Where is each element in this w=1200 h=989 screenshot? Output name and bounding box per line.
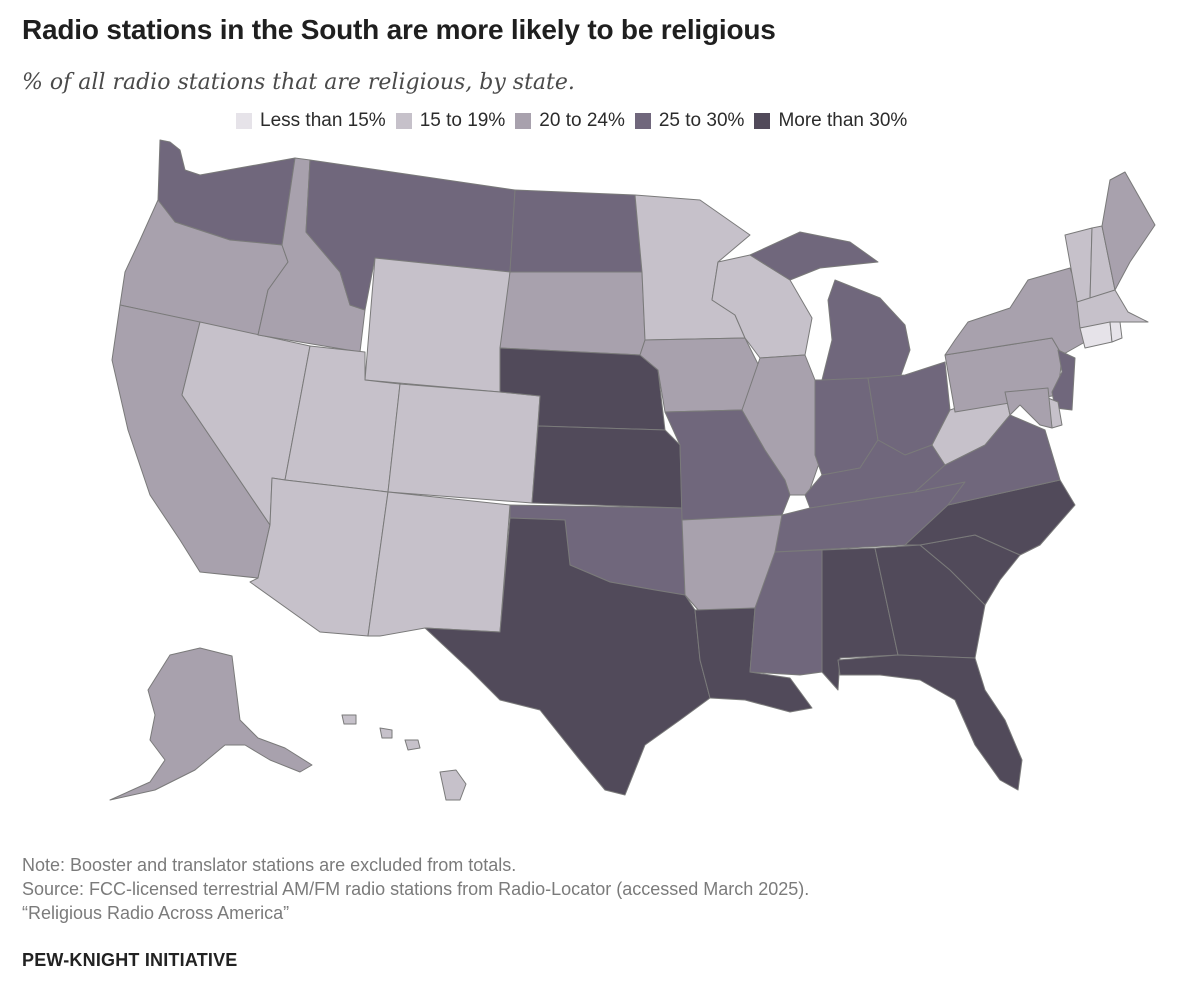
state-maryland[interactable] — [1004, 387, 1053, 429]
brand-logo: PEW-KNIGHT INITIATIVE — [22, 950, 238, 970]
us-map — [109, 139, 1156, 801]
legend-item-20-to-24: 20 to 24% — [515, 110, 625, 132]
state-rhode-island[interactable] — [1109, 321, 1123, 343]
legend-swatch — [395, 113, 412, 129]
source-text: Source: FCC-licensed terrestrial AM/FM r… — [22, 879, 810, 899]
legend-item-15-to-19: 15 to 19% — [395, 110, 506, 132]
legend-label: More than 30% — [778, 110, 908, 131]
state-alaska[interactable] — [109, 647, 313, 801]
state-new-mexico[interactable] — [367, 491, 511, 637]
state-kansas[interactable] — [531, 425, 683, 509]
state-wyoming[interactable] — [364, 257, 511, 393]
chart-title: Radio stations in the South are more lik… — [22, 14, 776, 45]
chart-notes: Note: Booster and translator stations ar… — [22, 853, 809, 925]
state-hawaii[interactable] — [341, 714, 467, 801]
legend: Less than 15% 15 to 19% 20 to 24% 25 to … — [236, 110, 917, 132]
state-texas[interactable] — [424, 517, 711, 796]
legend-swatch — [634, 113, 651, 129]
legend-label: 20 to 24% — [539, 110, 625, 131]
state-north-dakota[interactable] — [509, 189, 643, 273]
state-south-dakota[interactable] — [499, 271, 646, 356]
report-title: “Religious Radio Across America” — [22, 903, 290, 923]
legend-item-more-than-30: More than 30% — [754, 110, 907, 132]
state-illinois[interactable] — [741, 354, 823, 496]
state-arizona[interactable] — [249, 477, 389, 637]
legend-swatch — [754, 113, 771, 129]
chart-subtitle: % of all radio stations that are religio… — [22, 70, 575, 95]
legend-swatch — [236, 113, 252, 129]
legend-item-25-to-30: 25 to 30% — [634, 110, 745, 132]
legend-item-less-than-15: Less than 15% — [236, 110, 386, 132]
legend-label: Less than 15% — [260, 110, 386, 131]
legend-label: 25 to 30% — [658, 110, 745, 131]
state-new-york[interactable] — [944, 267, 1086, 356]
note-text: Note: Booster and translator stations ar… — [22, 855, 517, 875]
state-florida[interactable] — [837, 654, 1023, 791]
legend-label: 15 to 19% — [419, 110, 506, 131]
legend-swatch — [515, 113, 532, 129]
state-colorado[interactable] — [387, 383, 541, 504]
